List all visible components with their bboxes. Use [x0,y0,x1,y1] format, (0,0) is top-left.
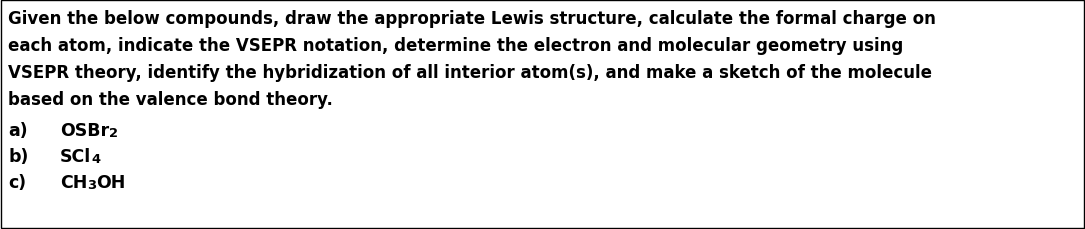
Text: based on the valence bond theory.: based on the valence bond theory. [8,91,333,109]
Text: a): a) [8,121,27,139]
Text: 3: 3 [88,178,97,191]
Text: Given the below compounds, draw the appropriate Lewis structure, calculate the f: Given the below compounds, draw the appr… [8,10,936,28]
Text: c): c) [8,173,26,191]
Text: each atom, indicate the VSEPR notation, determine the electron and molecular geo: each atom, indicate the VSEPR notation, … [8,37,903,55]
Text: OH: OH [97,173,126,191]
Text: OSBr: OSBr [60,121,110,139]
Text: VSEPR theory, identify the hybridization of all interior atom(s), and make a ske: VSEPR theory, identify the hybridization… [8,64,932,82]
Text: 4: 4 [91,152,100,165]
Text: 2: 2 [110,126,118,139]
Text: CH: CH [60,173,88,191]
Text: SCl: SCl [60,147,91,165]
Text: b): b) [8,147,28,165]
